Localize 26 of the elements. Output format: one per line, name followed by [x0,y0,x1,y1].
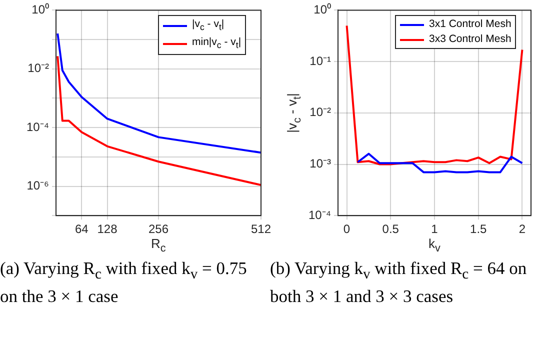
y-tick-label: 10⁰ [32,2,49,17]
x-tick-label: 256 [148,222,169,236]
y-tick-label: 10⁻² [310,105,332,120]
x-tick-label: 128 [97,222,118,236]
text: (a) Varying R$_{c}$ with fixed k$_{v}$ = 0.75 on the 3 × 1 case [0,258,247,306]
legend-label: 3x3 Control Mesh [429,32,512,48]
x-tick-label: 1.5 [470,222,488,236]
y-tick-label: 10⁻¹ [310,54,332,68]
x-tick-label: 2 [518,222,526,236]
x-tick-label: 0.5 [382,222,400,236]
legend-label: 3x1 Control Mesh [429,17,512,32]
x-tick-label: 0 [343,222,350,236]
y-tick-label: 10⁻³ [310,156,332,171]
x-tick-label: 1 [431,222,438,236]
y-tick-label: 10⁻² [28,61,50,76]
x-axis-title: R$_{c}$ [151,236,166,254]
y-tick-label: 10⁻⁴ [308,208,331,222]
y-tick-label: 10⁻⁴ [26,120,49,134]
text: (b) Varying k$_{v}$ with fixed R$_{c}$ = 64 on both 3 × 1 and 3 × 3 cases [270,258,527,306]
legend-label: |v$_{c}$ - v$_{t}$| [192,17,224,34]
x-tick-label: 512 [250,222,272,236]
legend-label: min|v$_{c}$ - v$_{t}$| [192,35,242,52]
x-axis-title: k$_{v}$ [428,236,440,254]
y-tick-label: 10⁻⁶ [26,178,50,193]
y-tick-label: 10⁰ [314,2,331,17]
x-tick-label: 64 [74,222,89,236]
